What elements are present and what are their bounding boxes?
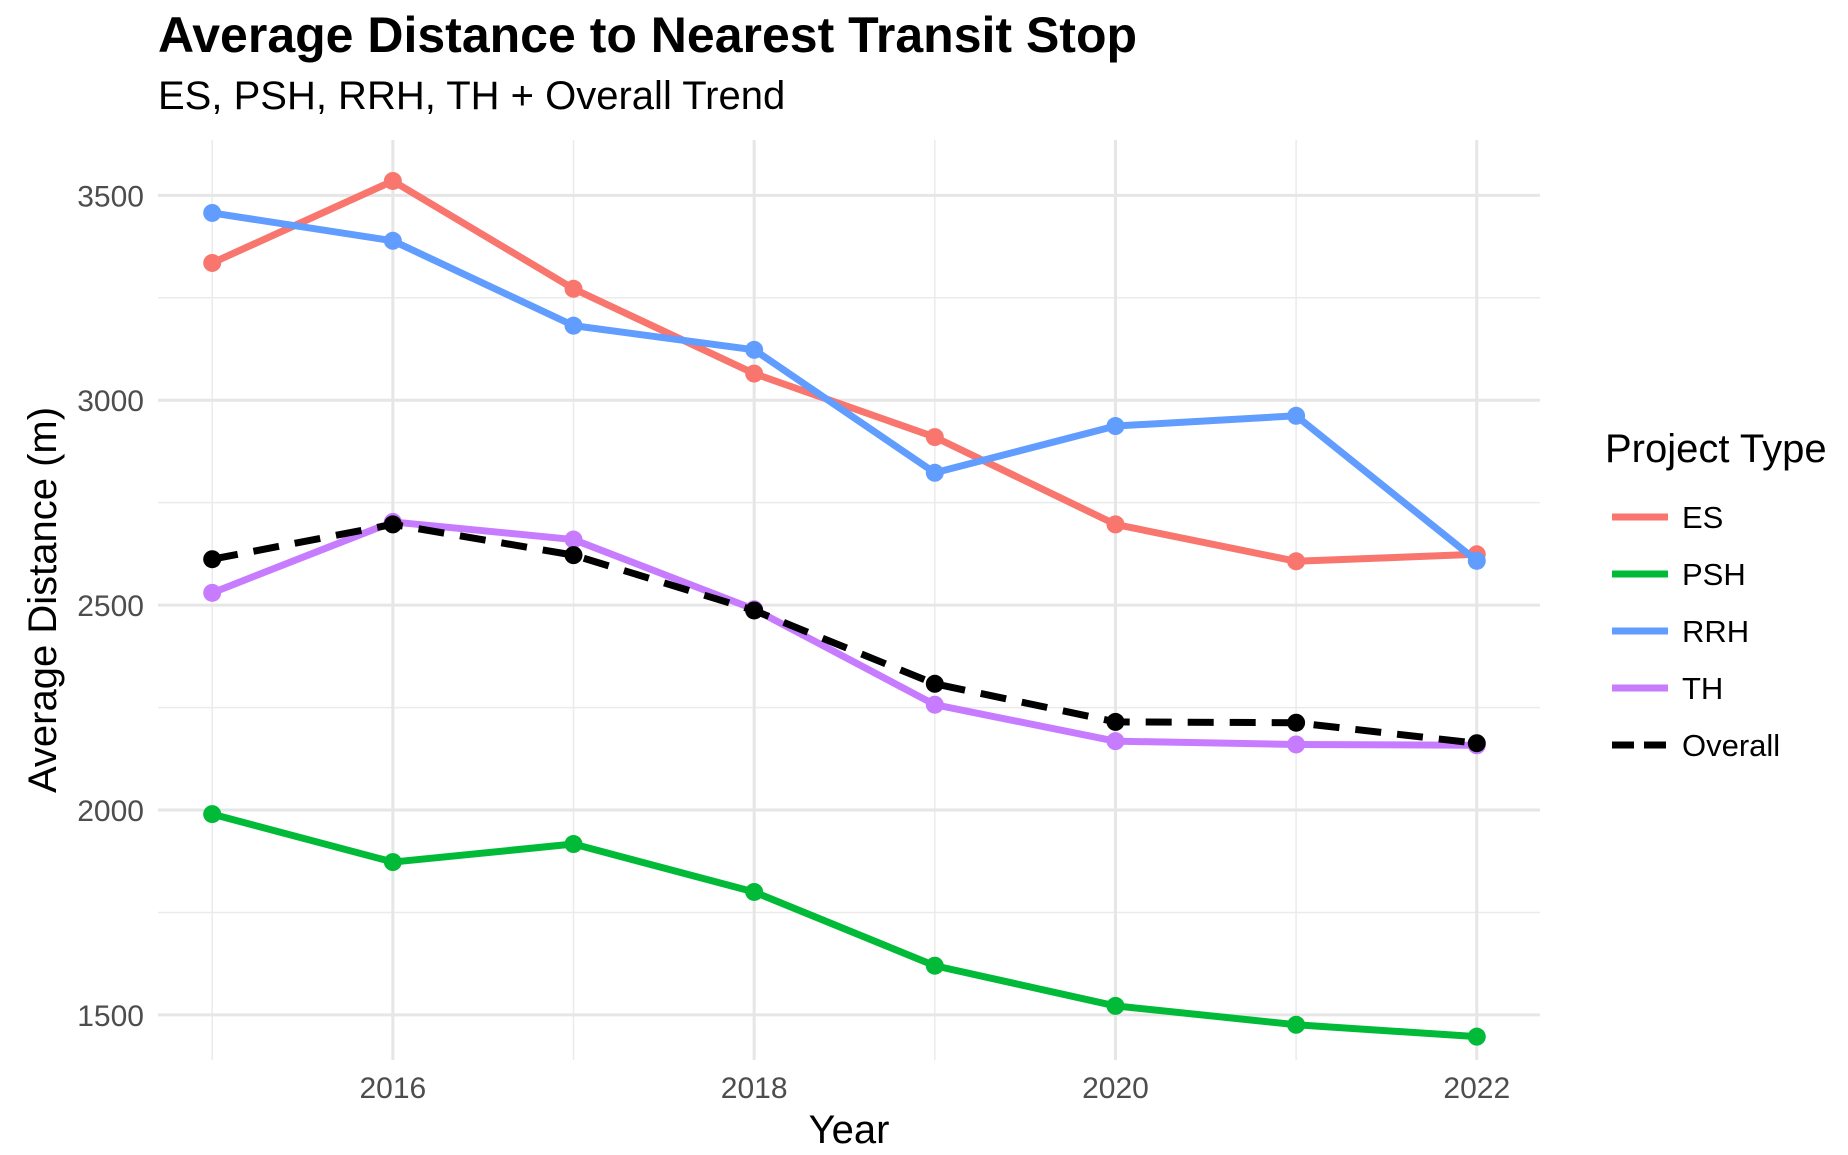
data-point-es: [925, 428, 944, 447]
legend-label-th: TH: [1682, 671, 1723, 706]
data-point-overall: [745, 601, 764, 620]
y-axis-title: Average Distance (m): [21, 407, 65, 793]
data-point-th: [1287, 735, 1306, 754]
data-point-rrh: [564, 316, 583, 335]
x-tick-label: 2022: [1443, 1072, 1510, 1105]
data-point-es: [203, 253, 222, 272]
data-point-overall: [1287, 713, 1306, 732]
data-point-psh: [1106, 996, 1125, 1015]
data-point-es: [1106, 515, 1125, 534]
data-point-psh: [1467, 1027, 1486, 1046]
legend: Project Type ES PSH RRH TH Overall: [1605, 427, 1827, 763]
series-line-overall: [211, 520, 1478, 747]
data-point-overall: [383, 515, 402, 534]
data-point-psh: [1287, 1015, 1306, 1034]
data-point-es: [745, 364, 764, 383]
y-tick-label: 3000: [77, 385, 144, 418]
x-tick-label: 2018: [721, 1072, 788, 1105]
data-point-overall: [564, 546, 583, 565]
data-point-psh: [203, 805, 222, 824]
axis-ticks: 1500 2000 2500 3000 3500 2016 2018 2020 2022: [77, 180, 1510, 1105]
data-point-es: [1287, 552, 1306, 571]
data-point-th: [564, 530, 583, 549]
data-point-th: [1106, 732, 1125, 751]
data-point-overall: [203, 550, 222, 569]
series-line-th: [210, 518, 1477, 749]
data-point-rrh: [203, 203, 222, 222]
legend-label-overall: Overall: [1682, 728, 1780, 763]
data-point-psh: [745, 882, 764, 901]
y-tick-label: 2500: [77, 590, 144, 623]
data-point-rrh: [745, 340, 764, 359]
grid: [158, 140, 1540, 1060]
data-point-overall: [925, 674, 944, 693]
y-tick-label: 1500: [77, 1000, 144, 1033]
y-tick-label: 3500: [77, 180, 144, 213]
data-point-overall: [1106, 712, 1125, 731]
y-tick-label: 2000: [77, 795, 144, 828]
data-point-th: [203, 583, 222, 602]
data-point-rrh: [1106, 417, 1125, 436]
x-tick-label: 2016: [359, 1072, 426, 1105]
data-point-psh: [925, 956, 944, 975]
data-point-es: [564, 279, 583, 298]
data-point-rrh: [1287, 406, 1306, 425]
series-lines: [203, 171, 1486, 1046]
series-line-psh: [211, 810, 1478, 1041]
x-tick-label: 2020: [1082, 1072, 1149, 1105]
data-point-psh: [383, 853, 402, 872]
legend-label-psh: PSH: [1682, 557, 1746, 592]
chart-title: Average Distance to Nearest Transit Stop: [158, 7, 1138, 63]
legend-label-rrh: RRH: [1682, 614, 1749, 649]
data-point-overall: [1467, 734, 1486, 753]
chart-subtitle: ES, PSH, RRH, TH + Overall Trend: [158, 74, 786, 118]
x-axis-title: Year: [809, 1108, 890, 1152]
data-point-rrh: [925, 463, 944, 482]
series-line-es: [210, 177, 1477, 565]
legend-label-es: ES: [1682, 500, 1723, 535]
legend-title: Project Type: [1605, 427, 1827, 471]
data-point-rrh: [383, 231, 402, 250]
data-point-th: [925, 695, 944, 714]
data-point-psh: [564, 835, 583, 854]
data-point-rrh: [1467, 551, 1486, 570]
series-line-rrh: [211, 209, 1479, 564]
data-point-es: [383, 171, 402, 190]
